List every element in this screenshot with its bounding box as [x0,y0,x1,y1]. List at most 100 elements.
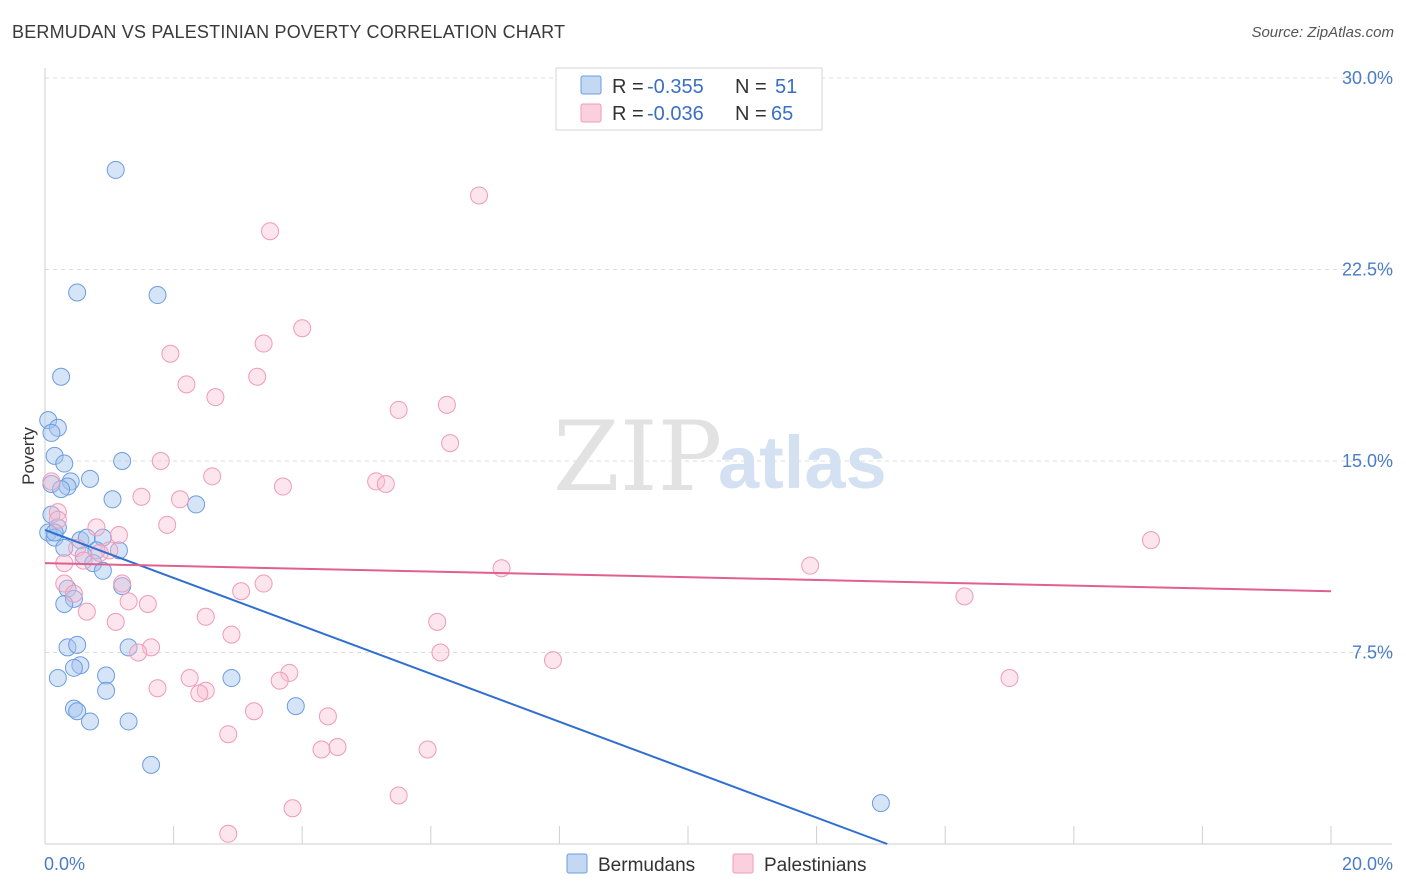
point-bermudans [68,702,87,721]
legend-n-label-2: N = [735,103,767,125]
point-palestinians [206,388,225,407]
point-palestinians [1141,531,1160,550]
x-tick-label-min: 0.0% [44,854,85,874]
point-palestinians [232,582,251,601]
point-palestinians [261,222,280,241]
point-bermudans [81,469,100,488]
legend-r-value-2: -0.036 [647,103,704,125]
bottom-legend-palestinians: Palestinians [764,855,866,876]
chart-title: BERMUDAN VS PALESTINIAN POVERTY CORRELAT… [12,22,566,42]
trend-line-palestinians [44,562,1332,593]
point-bermudans [64,699,83,718]
point-bermudans [48,518,67,537]
bottom-legend: Bermudans Palestinians [566,853,866,876]
point-palestinians [77,602,96,621]
legend-r-value-1: -0.355 [647,76,704,98]
point-palestinians [42,472,61,491]
point-palestinians [431,643,450,662]
watermark-atlas: atlas [718,421,887,504]
point-bermudans [113,452,132,470]
point-bermudans [93,561,112,580]
point-palestinians [801,556,820,575]
point-palestinians [376,474,395,493]
point-palestinians [1000,669,1019,688]
point-bermudans [48,669,67,688]
trend-line-bermudans [44,529,888,845]
bottom-legend-swatch-bermudans [566,853,588,874]
point-palestinians [48,510,67,529]
point-palestinians [132,487,151,506]
point-palestinians [280,663,299,682]
point-palestinians [318,707,337,726]
point-palestinians [418,740,437,759]
point-palestinians [955,587,974,606]
point-bermudans [68,635,87,654]
point-bermudans [148,286,167,305]
point-palestinians [389,400,408,419]
legend-n-value-1: 51 [775,76,797,98]
point-palestinians [161,344,180,363]
point-palestinians [244,702,263,721]
point-bermudans [97,681,116,700]
point-palestinians [470,186,489,205]
point-palestinians [196,607,215,626]
legend-swatch-bermudans [580,75,602,95]
points-layer [39,160,1160,843]
legend-n-label-1: N = [735,76,767,98]
point-palestinians [254,574,273,593]
point-palestinians [270,671,289,690]
point-bermudans [286,697,305,716]
point-palestinians [64,584,83,603]
source-label: Source: ZipAtlas.com [1251,24,1394,41]
y-tick-label: 7.5% [1352,643,1393,663]
y-tick-label: 15.0% [1342,451,1393,471]
point-bermudans [52,367,71,386]
point-palestinians [190,684,209,703]
legend-r-label-2: R = [612,103,644,125]
point-bermudans [64,589,83,608]
point-palestinians [428,612,447,631]
point-palestinians [389,786,408,805]
point-bermudans [142,755,161,774]
point-palestinians [48,503,67,522]
trend-layer [44,529,1332,845]
point-bermudans [119,712,138,731]
point-palestinians [437,395,456,414]
point-palestinians [283,799,302,818]
point-palestinians [180,669,199,688]
point-bermudans [103,490,122,509]
point-palestinians [254,334,273,353]
point-palestinians [87,518,106,537]
axes-layer: 7.5% 15.0% 22.5% 30.0% 0.0% 20.0% [44,68,1393,874]
point-bermudans [64,658,83,677]
point-palestinians [293,319,312,338]
point-palestinians [109,526,128,545]
point-palestinians [148,679,167,698]
point-palestinians [119,592,138,611]
point-palestinians [113,574,132,593]
point-palestinians [151,452,170,470]
point-palestinians [328,737,347,756]
legend-swatch-palestinians [580,103,602,123]
point-bermudans [81,712,100,731]
point-bermudans [109,541,128,560]
point-palestinians [273,477,292,496]
point-palestinians [74,551,93,570]
point-bermudans [55,538,74,557]
point-palestinians [312,740,331,759]
watermark: ZIP atlas [553,401,887,513]
legend-r-label-1: R = [612,76,644,98]
point-palestinians [441,434,460,453]
y-axis-label: Poverty [19,427,38,485]
y-tick-label: 30.0% [1342,68,1393,88]
point-bermudans [45,446,64,465]
point-palestinians [222,625,241,644]
grid-layer [45,77,1392,653]
point-palestinians [106,612,125,631]
point-palestinians [171,490,190,509]
point-bermudans [68,283,87,302]
point-bermudans [871,794,890,813]
point-palestinians [129,643,148,662]
point-palestinians [248,367,267,386]
point-bermudans [42,423,61,442]
